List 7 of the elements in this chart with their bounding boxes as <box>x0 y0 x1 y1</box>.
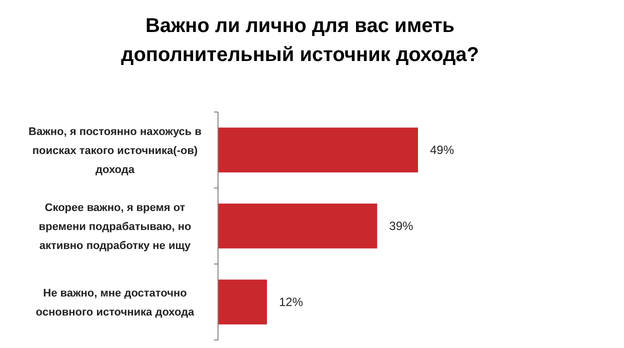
data-label: 39% <box>389 219 414 233</box>
chart-title: Важно ли лично для вас иметь дополнительный источник дохода? <box>121 15 479 66</box>
data-label: 12% <box>278 295 304 309</box>
y-tick-label: Важно, я постоянно нахожусь в поисках такого источника(-ов) дохода <box>28 126 202 176</box>
y-tick-label: Скорее важно, я время от времени подрабатываю, но активно подработку не ищу <box>38 202 192 252</box>
y-tick-label: Не важно, мне достаточно основного источника дохода <box>36 288 196 318</box>
data-label: 49% <box>430 143 454 157</box>
